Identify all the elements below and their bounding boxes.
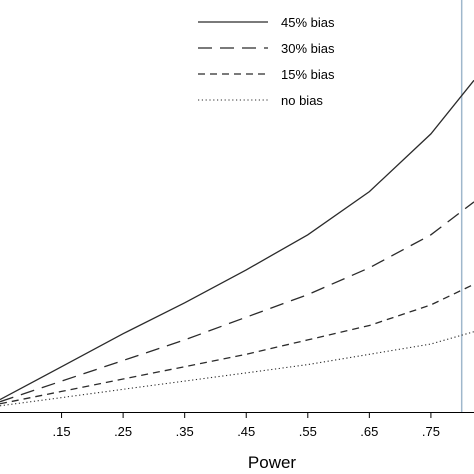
x-tick-label: .45 [237,424,255,439]
series-line-3 [0,331,474,407]
legend-label: no bias [281,93,323,108]
legend-label: 45% bias [281,15,335,30]
x-tick-label: .65 [360,424,378,439]
x-tick-label: .75 [422,424,440,439]
x-axis-ticks: .15 .25 .35 .45 .55 .65 .75 [53,412,440,439]
series-line-2 [0,283,474,405]
legend: 45% bias 30% bias 15% bias no bias [198,15,335,108]
legend-label: 15% bias [281,67,335,82]
x-tick-label: .55 [299,424,317,439]
x-tick-label: .35 [176,424,194,439]
series-line-0 [0,79,474,401]
plot-area [0,0,474,412]
legend-label: 30% bias [281,41,335,56]
x-tick-label: .25 [114,424,132,439]
x-tick-label: .15 [53,424,71,439]
x-axis-title: Power [248,453,297,472]
series-line-1 [0,201,474,403]
